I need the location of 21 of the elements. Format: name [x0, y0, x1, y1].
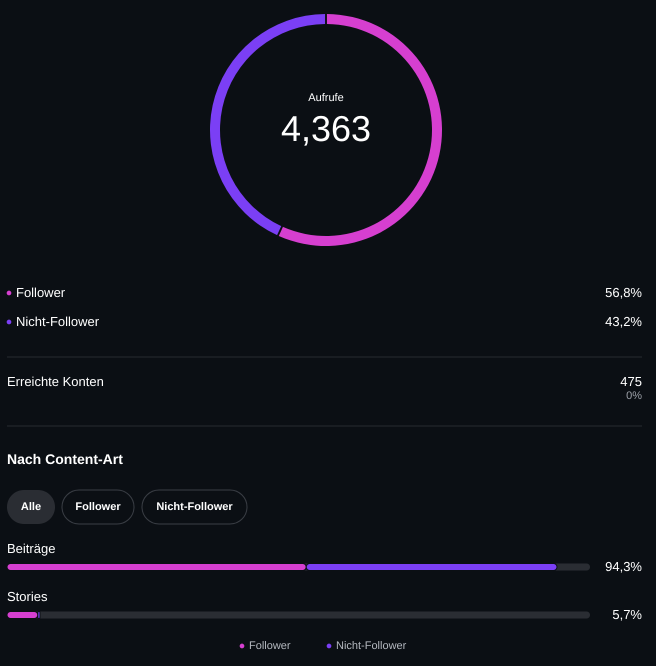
- text: 475: [620, 374, 642, 389]
- legend-label: Nicht-Follower: [336, 640, 407, 652]
- legend-label: Nicht-Follower: [16, 314, 100, 329]
- data-label: 43,2%: [605, 314, 642, 329]
- bar: [6, 611, 38, 619]
- text: Follower: [75, 501, 122, 513]
- text: Aufrufe: [308, 92, 344, 104]
- text: Nicht-Follower: [156, 501, 234, 513]
- text: 94,3%: [605, 559, 642, 574]
- donut-slice: [278, 14, 442, 246]
- text: Alle: [20, 501, 42, 513]
- text: 0%: [626, 390, 642, 402]
- y-tick-label: Stories: [7, 589, 48, 604]
- text: 5,7%: [612, 607, 642, 622]
- legend-label: Follower: [16, 285, 66, 300]
- text: Erreichte Konten: [7, 374, 104, 389]
- legend-label: Follower: [249, 640, 291, 652]
- data-label: 56,8%: [605, 285, 642, 300]
- y-tick-label: Beiträge: [7, 541, 56, 556]
- chart-title: Nach Content-Art: [7, 451, 124, 467]
- text: 4,363: [280, 108, 372, 149]
